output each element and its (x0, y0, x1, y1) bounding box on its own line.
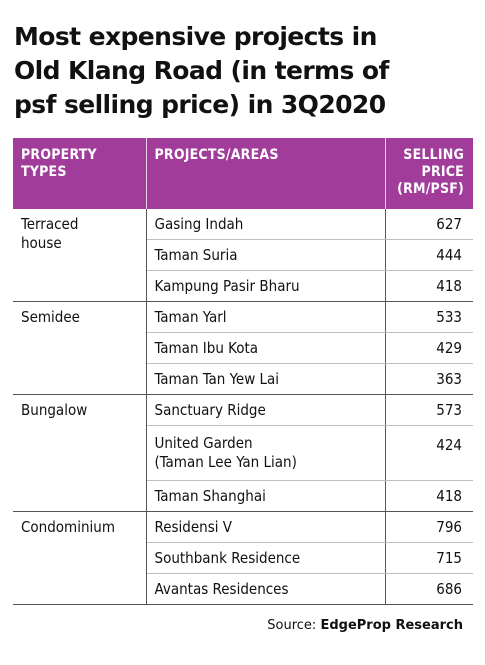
header-line: SELLING (403, 147, 464, 163)
price-cell: 444 (385, 239, 473, 271)
price-cell: 363 (385, 363, 473, 395)
table-row: Southbank Residence 715 (13, 542, 473, 574)
source-name: EdgeProp Research (320, 618, 463, 633)
source-note: Source: EdgeProp Research (267, 618, 463, 633)
project-name-line: Taman Shanghai (154, 486, 266, 505)
project-cell: Sanctuary Ridge (146, 394, 386, 426)
table-body: Terraced house Gasing Indah 627 Taman Suria 4… (13, 209, 473, 605)
title-line-1: Most expensive projects in (14, 22, 377, 51)
title-line-3: psf selling price) in 3Q2020 (14, 90, 386, 119)
project-name-line: Taman Tan Yew Lai (154, 369, 280, 388)
project-name-line: Taman Suria (154, 245, 238, 264)
table-row: Taman Suria 444 (13, 239, 473, 271)
project-cell: Taman Ibu Kota (146, 332, 386, 364)
project-name-line: Southbank Residence (154, 548, 301, 567)
header-projects-areas: PROJECTS/AREAS (145, 138, 385, 209)
property-type-cell: Condominium (13, 511, 147, 605)
table-header: PROPERTY TYPES PROJECTS/AREAS SELLING PR… (13, 138, 473, 209)
table-row: Taman Tan Yew Lai 363 (13, 363, 473, 395)
project-name-line: (Taman Lee Yan Lian) (154, 453, 297, 471)
property-type-cell: Semidee (13, 301, 147, 395)
project-name-line: Sanctuary Ridge (154, 400, 266, 419)
project-cell: Residensi V (146, 511, 386, 543)
table-row: Bungalow Sanctuary Ridge 573 (13, 394, 473, 512)
header-line: PROPERTY (21, 147, 97, 163)
table-row: United Garden (Taman Lee Yan Lian) 424 (13, 425, 473, 481)
price-cell: 796 (385, 511, 473, 543)
header-property-types: PROPERTY TYPES (13, 138, 146, 209)
project-name-line: United Garden (154, 434, 253, 452)
project-name-line: Taman Yarl (154, 307, 227, 326)
header-line: TYPES (21, 164, 67, 180)
price-cell: 573 (385, 394, 473, 426)
price-cell: 418 (385, 480, 473, 512)
project-name-line: Gasing Indah (154, 214, 244, 233)
property-type-line: house (21, 234, 62, 252)
project-cell: Kampung Pasir Bharu (146, 270, 386, 302)
price-cell: 429 (385, 332, 473, 364)
source-prefix: Source: (267, 618, 321, 633)
project-name-line: Residensi V (154, 517, 233, 536)
project-cell: Gasing Indah (146, 209, 386, 240)
table-row: Kampung Pasir Bharu 418 (13, 270, 473, 302)
header-line: PRICE (421, 164, 464, 180)
property-type-line: Condominium (21, 518, 115, 536)
chart-title: Most expensive projects in Old Klang Roa… (14, 20, 476, 122)
table-row: Condominium Residensi V 796 (13, 511, 473, 605)
price-table: PROPERTY TYPES PROJECTS/AREAS SELLING PR… (13, 138, 473, 605)
project-name-line: Avantas Residences (154, 579, 289, 598)
price-cell: 533 (385, 301, 473, 333)
project-cell: Taman Shanghai (146, 480, 386, 512)
project-name-line: Kampung Pasir Bharu (154, 276, 300, 295)
price-cell: 418 (385, 270, 473, 302)
project-cell: Taman Suria (146, 239, 386, 271)
project-cell: Taman Tan Yew Lai (146, 363, 386, 395)
property-type-cell: Terraced house (13, 209, 147, 302)
header-selling-price: SELLING PRICE (RM/PSF) (384, 138, 473, 209)
price-cell: 715 (385, 542, 473, 574)
property-type-cell: Bungalow (13, 394, 147, 512)
header-line: PROJECTS/AREAS (154, 147, 279, 163)
project-cell: Avantas Residences (146, 573, 386, 605)
header-row: PROPERTY TYPES PROJECTS/AREAS SELLING PR… (13, 138, 473, 209)
price-cell: 686 (385, 573, 473, 605)
property-type-line: Terraced (21, 215, 79, 233)
header-line: (RM/PSF) (397, 181, 464, 197)
price-cell: 627 (385, 209, 473, 240)
property-type-line: Semidee (21, 308, 80, 326)
title-line-2: Old Klang Road (in terms of (14, 56, 389, 85)
project-cell: Taman Yarl (146, 301, 386, 333)
table-row: Avantas Residences 686 (13, 573, 473, 605)
property-type-line: Bungalow (21, 401, 88, 419)
table-row: Terraced house Gasing Indah 627 (13, 209, 473, 302)
project-cell: Southbank Residence (146, 542, 386, 574)
project-name-line: Taman Ibu Kota (154, 338, 259, 357)
project-cell: United Garden (Taman Lee Yan Lian) (146, 425, 386, 481)
table-row: Taman Ibu Kota 429 (13, 332, 473, 364)
table-row: Taman Shanghai 418 (13, 480, 473, 512)
price-cell: 424 (385, 425, 473, 481)
table-row: Semidee Taman Yarl 533 (13, 301, 473, 395)
